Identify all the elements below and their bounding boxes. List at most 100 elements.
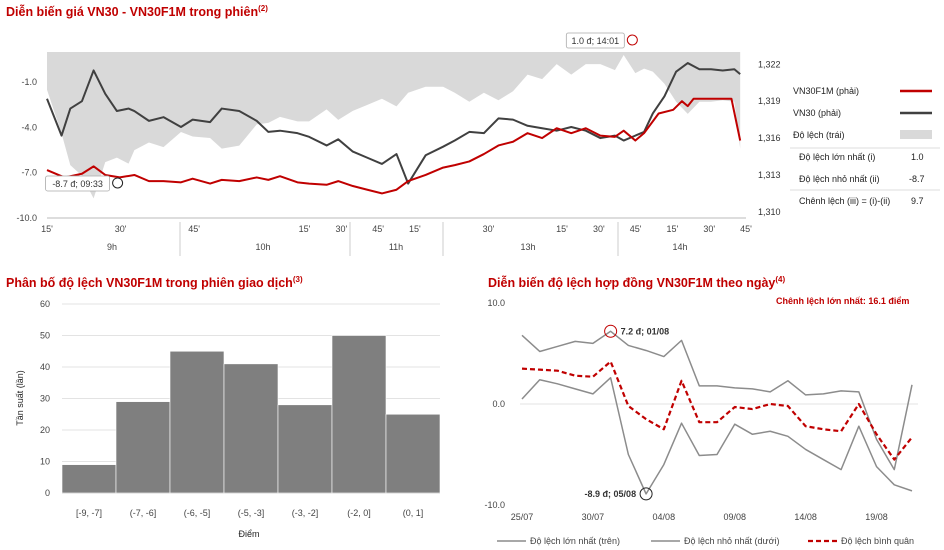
x-minute-tick-label: 45': [740, 224, 752, 234]
x-hour-label: 10h: [255, 242, 270, 252]
x-minute-tick-label: 45': [372, 224, 384, 234]
x-tick-label: 30/07: [582, 512, 605, 522]
daily-chart-title: Diễn biến độ lệch hợp đồng VN30F1M theo …: [488, 275, 785, 290]
y-tick-label: 50: [40, 331, 50, 341]
y-right-tick-label: 1,322: [758, 59, 781, 69]
y-tick-label: -10.0: [484, 500, 505, 510]
x-hour-label: 11h: [389, 242, 403, 252]
y-tick-label: 10: [40, 457, 50, 467]
annotation-max: 7.2 đ; 01/08: [621, 326, 670, 336]
legend-label-max: Độ lệch lớn nhất (trên): [530, 536, 620, 546]
bar: [115, 401, 171, 494]
y-tick-label: 0: [45, 488, 50, 498]
annotation-max-marker: [626, 34, 638, 46]
y-tick-label: 0.0: [492, 399, 505, 409]
intraday-title-text: Diễn biến giá VN30 - VN30F1M trong phiên: [6, 5, 259, 20]
legend-label-min: Độ lệch nhỏ nhất (dưới): [684, 536, 779, 546]
distribution-title-text: Phân bố độ lệch VN30F1M trong phiên giao…: [6, 276, 293, 291]
x-tick-label: (-2, 0]: [347, 508, 371, 518]
stat-range-label: Chênh lệch (iii) = (i)-(ii): [799, 196, 891, 206]
x-hour-label: 13h: [520, 242, 535, 252]
x-tick-label: 14/08: [794, 512, 817, 522]
x-minute-tick-label: 30': [483, 224, 495, 234]
y-axis-title: Tần suất (lần): [15, 370, 25, 426]
x-minute-tick-label: 45': [188, 224, 200, 234]
x-tick-label: (-5, -3]: [238, 508, 265, 518]
legend-label-basis: Độ lệch (trái): [793, 130, 845, 140]
vn30-line: [46, 62, 741, 185]
stat-min-value: -8.7: [909, 174, 925, 184]
stat-max-label: Độ lệch lớn nhất (i): [799, 152, 876, 162]
x-tick-label: 25/07: [511, 512, 534, 522]
distribution-chart-title: Phân bố độ lệch VN30F1M trong phiên giao…: [6, 275, 303, 290]
x-tick-label: (-3, -2]: [292, 508, 319, 518]
annotation-box-max: [565, 32, 625, 49]
x-minute-tick-label: 30': [335, 224, 347, 234]
legend-label-futures: VN30F1M (phải): [793, 86, 860, 96]
x-minute-tick-label: 15': [41, 224, 53, 234]
x-hour-label: 9h: [107, 242, 117, 252]
annotation-min: -8.7 đ; 09:33: [52, 179, 103, 189]
stat-range-value: 9.7: [911, 196, 924, 206]
y-tick-label: 60: [40, 299, 50, 309]
x-tick-label: 09/08: [723, 512, 746, 522]
daily-title-note: (4): [775, 275, 786, 284]
x-minute-tick-label: 30': [703, 224, 715, 234]
y-left-tick-label: -7.0: [21, 168, 37, 178]
bar: [169, 350, 225, 494]
bar: [223, 363, 279, 494]
y-left-tick-label: -4.0: [21, 122, 37, 132]
intraday-chart-title: Diễn biến giá VN30 - VN30F1M trong phiên…: [6, 4, 268, 19]
y-right-tick-label: 1,316: [758, 133, 781, 143]
vn30f1m-line: [46, 97, 742, 195]
x-minute-tick-label: 15': [299, 224, 311, 234]
x-tick-label: [-9, -7]: [76, 508, 102, 518]
annotation-min-marker: [112, 177, 124, 189]
x-minute-tick-label: 15': [667, 224, 679, 234]
y-right-tick-label: 1,313: [758, 170, 781, 180]
x-minute-tick-label: 15': [409, 224, 421, 234]
legend-label-index: VN30 (phải): [793, 108, 842, 118]
x-tick-label: (-6, -5]: [184, 508, 211, 518]
x-tick-label: (-7, -6]: [130, 508, 157, 518]
bar: [277, 404, 333, 494]
y-right-tick-label: 1,319: [758, 96, 781, 106]
x-tick-label: 19/08: [865, 512, 888, 522]
x-minute-tick-label: 45': [630, 224, 642, 234]
daily-title-text: Diễn biến độ lệch hợp đồng VN30F1M theo …: [488, 276, 776, 291]
min-basis-line: [521, 376, 913, 495]
annotation-max: 1.0 đ; 14:01: [572, 36, 620, 46]
x-axis-title: Điểm: [238, 529, 259, 539]
annotation-min: -8.9 đ; 05/08: [585, 489, 637, 499]
annotation-box-min: [45, 175, 110, 192]
y-tick-label: 20: [40, 425, 50, 435]
y-left-tick-label: -1.0: [21, 77, 37, 87]
x-minute-tick-label: 15': [556, 224, 568, 234]
avg-basis-line: [521, 360, 913, 461]
y-left-tick-label: -10.0: [16, 213, 37, 223]
y-tick-label: 30: [40, 394, 50, 404]
bar: [331, 335, 387, 494]
y-right-tick-label: 1,310: [758, 207, 781, 217]
annotation-min-marker: [639, 487, 653, 501]
stat-min-label: Độ lệch nhỏ nhất (ii): [799, 174, 880, 184]
bar: [61, 464, 117, 494]
distribution-title-note: (3): [292, 275, 303, 284]
bar: [385, 413, 441, 494]
basis-area: [47, 52, 741, 199]
x-tick-label: (0, 1]: [403, 508, 424, 518]
y-tick-label: 10.0: [487, 298, 505, 308]
legend-label-avg: Độ lệch bình quân: [841, 536, 914, 546]
x-tick-label: 04/08: [653, 512, 676, 522]
annotation-max-marker: [604, 324, 618, 338]
intraday-title-note: (2): [258, 4, 268, 13]
stat-max-value: 1.0: [911, 152, 924, 162]
x-hour-label: 14h: [672, 242, 687, 252]
max-basis-line: [521, 330, 913, 471]
daily-max-spread-note: Chênh lệch lớn nhất: 16.1 điểm: [776, 296, 910, 306]
legend-swatch-basis: [900, 130, 932, 139]
x-minute-tick-label: 30': [593, 224, 605, 234]
x-minute-tick-label: 30': [115, 224, 127, 234]
y-tick-label: 40: [40, 362, 50, 372]
